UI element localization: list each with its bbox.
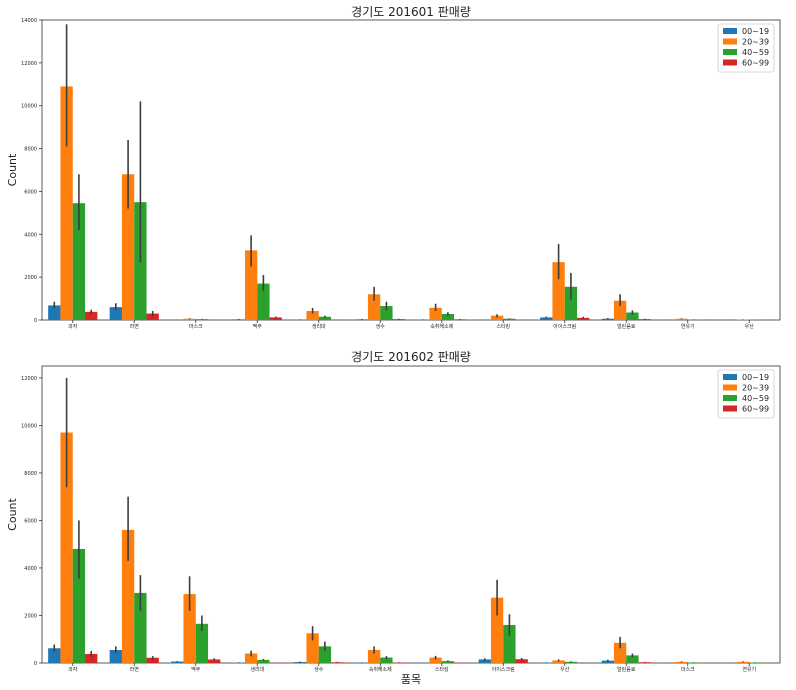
plot-frame [42, 20, 780, 320]
x-tick-label: 과자 [68, 323, 78, 330]
y-tick-label: 6000 [24, 189, 37, 195]
x-tick-label: 얼린음료 [617, 323, 636, 330]
x-tick-label: 우산 [745, 323, 755, 330]
y-tick-label: 8000 [24, 471, 37, 477]
legend-label: 00~19 [742, 373, 769, 382]
y-tick-label: 4000 [24, 232, 37, 238]
legend-swatch [723, 28, 737, 34]
y-axis-label: Count [6, 497, 19, 530]
legend-label: 40~59 [742, 394, 769, 403]
y-tick-label: 12000 [21, 376, 37, 382]
x-tick-label: 마스크 [189, 323, 203, 330]
legend-swatch [723, 385, 737, 391]
legend-label: 20~39 [742, 38, 769, 47]
chart-title: 경기도 201602 판매량 [351, 350, 471, 364]
x-tick-label: 아이스크림 [492, 666, 515, 673]
x-tick-label: 우산 [560, 666, 570, 673]
x-tick-label: 연유기 [742, 666, 756, 673]
chart-2: 경기도 201602 판매량 0 2000 4000 6000 8000 10000 1200… [6, 350, 780, 686]
x-tick-label: 생수 [314, 666, 324, 673]
legend-swatch [723, 406, 737, 412]
x-tick-label: 스타킹 [496, 323, 510, 330]
chart-title: 경기도 201601 판매량 [351, 5, 471, 19]
y-tick-label: 14000 [21, 18, 37, 24]
y-tick-label: 0 [34, 661, 37, 667]
y-tick-label: 10000 [21, 104, 37, 110]
legend-swatch [723, 39, 737, 45]
legend-label: 20~39 [742, 384, 769, 393]
x-tick-label: 생리대 [250, 666, 264, 673]
legend-label: 60~99 [742, 405, 769, 414]
chart-1: 경기도 201601 판매량 0 2000 4000 6000 8000 10000 1200… [6, 5, 780, 330]
x-tick-label: 맥주 [253, 323, 263, 330]
plot-frame [42, 366, 780, 663]
y-tick-label: 8000 [24, 147, 37, 153]
x-tick-label: 라면 [130, 666, 140, 673]
y-tick-label: 2000 [24, 613, 37, 619]
x-tick-label: 생수 [376, 323, 386, 330]
x-tick-label: 생리대 [312, 323, 326, 330]
legend-swatch [723, 374, 737, 380]
y-axis-label: Count [6, 153, 19, 186]
legend-swatch [723, 49, 737, 55]
x-tick-label: 스타킹 [435, 666, 449, 673]
y-tick-label: 12000 [21, 61, 37, 67]
legend-label: 00~19 [742, 27, 769, 36]
y-tick-label: 10000 [21, 423, 37, 429]
y-tick-label: 0 [34, 318, 37, 324]
x-tick-label: 아이스크림 [553, 323, 576, 330]
legend-swatch [723, 60, 737, 66]
y-tick-label: 2000 [24, 275, 37, 281]
x-tick-label: 얼린음료 [617, 666, 636, 673]
x-tick-label: 숙취해소제 [369, 666, 392, 673]
x-tick-label: 연유기 [681, 323, 695, 330]
x-tick-label: 라면 [130, 323, 140, 330]
legend-label: 40~59 [742, 48, 769, 57]
x-axis-label: 품목 [401, 673, 421, 686]
x-tick-label: 과자 [68, 666, 78, 673]
legend-swatch [723, 395, 737, 401]
y-tick-label: 6000 [24, 518, 37, 524]
y-tick-label: 4000 [24, 566, 37, 572]
x-tick-label: 마스크 [681, 666, 695, 673]
x-tick-label: 맥주 [191, 666, 201, 673]
legend-label: 60~99 [742, 59, 769, 68]
x-tick-label: 숙취해소제 [430, 323, 453, 330]
